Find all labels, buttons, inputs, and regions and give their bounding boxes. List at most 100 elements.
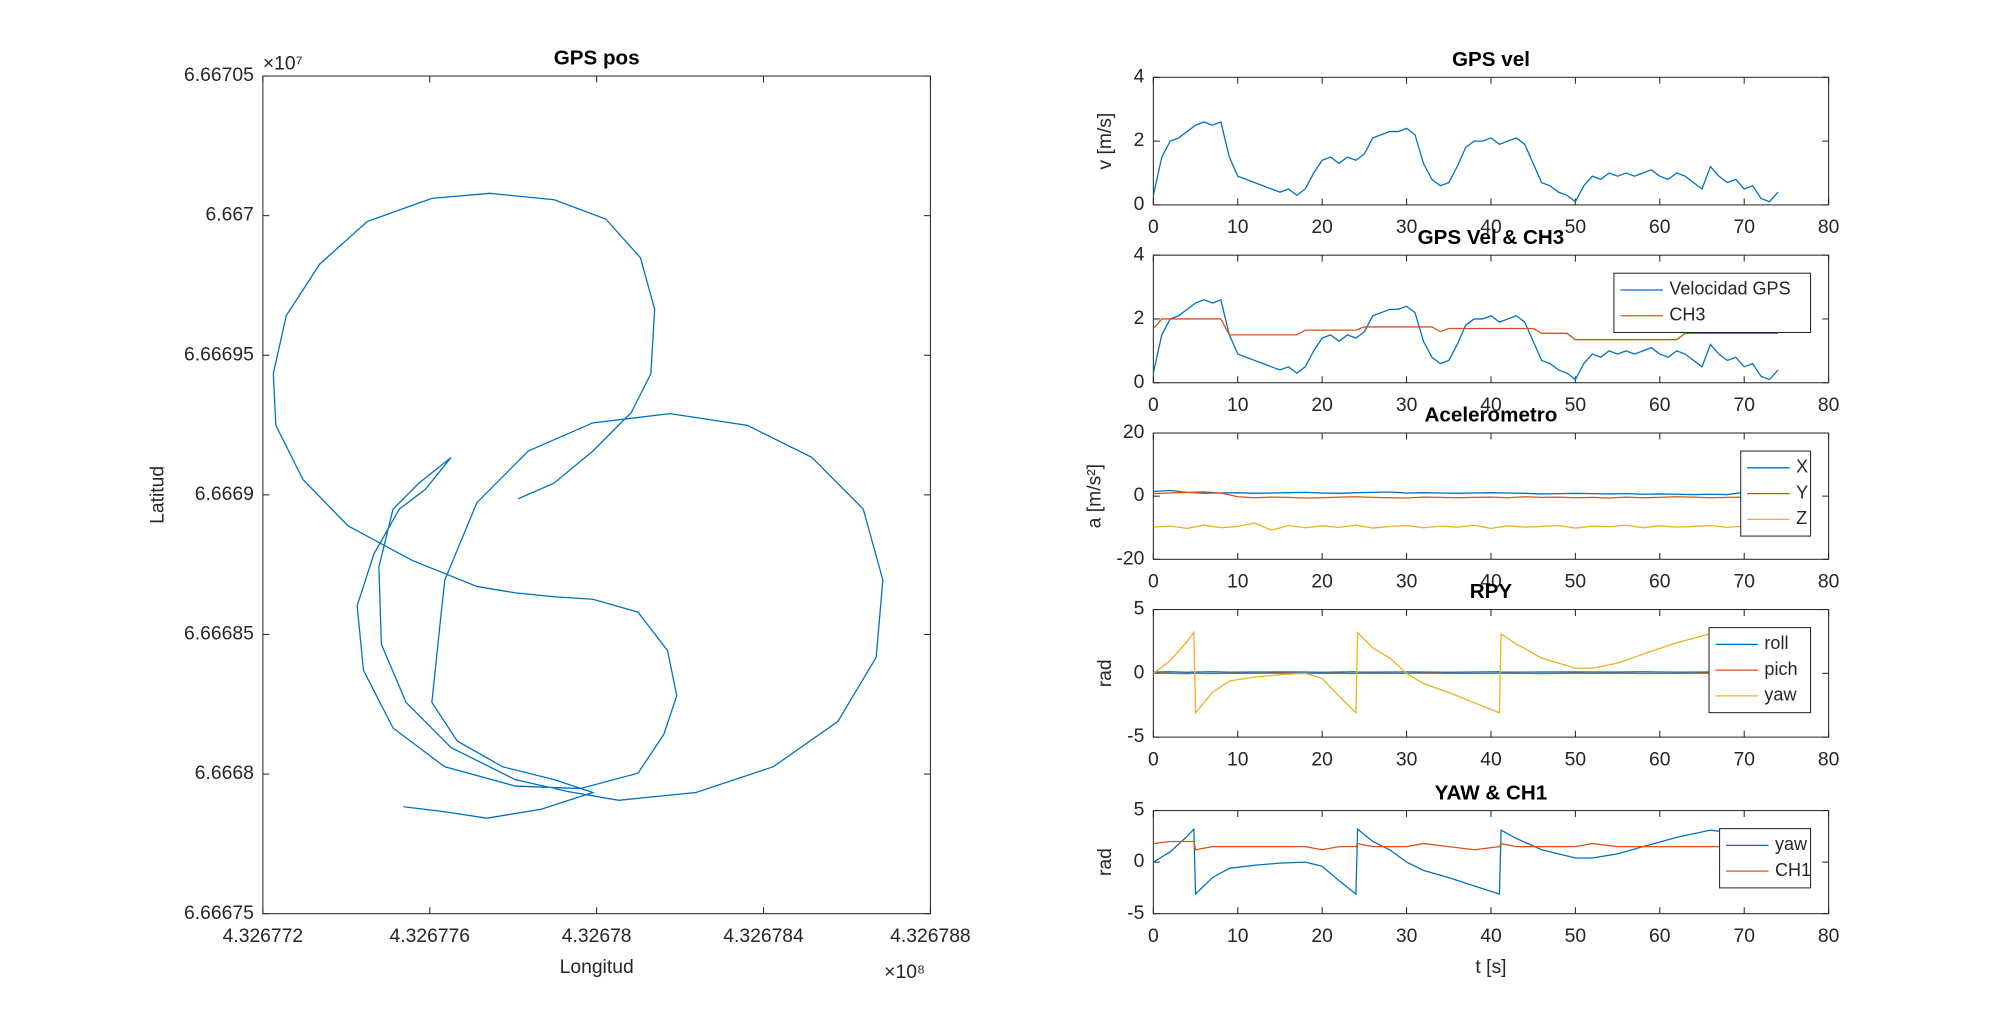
x-tick-label: 60 [1649, 217, 1670, 238]
x-tick-label: 30 [1396, 926, 1417, 947]
x-tick-label: 10 [1227, 926, 1248, 947]
axes-frame [262, 75, 931, 915]
x-tick-label: 20 [1311, 395, 1332, 416]
x-tick-label: 50 [1565, 395, 1586, 416]
chart-title: Acelerometro [1425, 404, 1558, 427]
x-tick-label: 4.32678 [562, 926, 632, 947]
x-tick-label: 30 [1396, 217, 1417, 238]
legend-label: pich [1764, 659, 1797, 679]
chart-title: RPY [1470, 580, 1513, 603]
chart-title: YAW & CH1 [1435, 781, 1548, 804]
x-tick-label: 10 [1227, 572, 1248, 593]
x-tick-label: 60 [1649, 926, 1670, 947]
x-axis-label: t [s] [1475, 957, 1506, 978]
chart-title: GPS Vel & CH3 [1418, 226, 1565, 249]
series-line [1153, 522, 1778, 531]
series-line [1153, 840, 1778, 851]
y-tick-label: 6.66685 [184, 624, 254, 645]
y-tick-label: 6.6669 [195, 484, 254, 505]
y-axis-label: rad [1095, 848, 1116, 876]
series-line [1153, 489, 1778, 496]
x-tick-label: 70 [1733, 926, 1754, 947]
x-tick-label: 70 [1733, 572, 1754, 593]
y-tick-label: 5 [1134, 800, 1145, 821]
x-tick-label: 0 [1148, 395, 1159, 416]
y-tick-label: 20 [1123, 422, 1144, 443]
chart-title: GPS pos [554, 47, 640, 70]
x-tick-label: 80 [1818, 217, 1839, 238]
y-tick-label: 0 [1134, 372, 1145, 393]
x-tick-label: 30 [1396, 395, 1417, 416]
y-tick-label: -20 [1116, 548, 1144, 569]
x-tick-label: 50 [1565, 749, 1586, 770]
series-line [1153, 318, 1778, 341]
series-line [1153, 630, 1719, 715]
x-tick-label: 70 [1733, 217, 1754, 238]
y-tick-label: 0 [1134, 194, 1145, 215]
x-tick-label: 70 [1733, 395, 1754, 416]
series-line [1153, 671, 1778, 673]
legend-label: X [1796, 457, 1808, 477]
x-tick-label: 20 [1311, 217, 1332, 238]
x-tick-label: 0 [1148, 926, 1159, 947]
x-tick-label: 80 [1818, 749, 1839, 770]
y-axis-label: a [m/s²] [1084, 464, 1105, 528]
y-tick-label: 4 [1134, 66, 1145, 87]
x-tick-label: 10 [1227, 217, 1248, 238]
x-tick-label: 4.326788 [890, 926, 971, 947]
series-line [1153, 491, 1778, 499]
y-tick-label: 0 [1134, 851, 1145, 872]
y-tick-label: -5 [1127, 726, 1144, 747]
x-tick-label: 0 [1148, 217, 1159, 238]
y-exponent: ×10⁷ [263, 54, 303, 75]
y-tick-label: 0 [1134, 662, 1145, 683]
x-exponent: ×10⁸ [884, 962, 925, 983]
x-tick-label: 4.326776 [389, 926, 470, 947]
axes-frame [1152, 76, 1830, 206]
x-tick-label: 30 [1396, 572, 1417, 593]
x-tick-label: 50 [1565, 926, 1586, 947]
legend-label: Z [1796, 508, 1807, 528]
x-tick-label: 20 [1311, 926, 1332, 947]
legend-label: roll [1764, 633, 1788, 653]
x-tick-label: 10 [1227, 749, 1248, 770]
y-tick-label: 4 [1134, 244, 1145, 265]
x-tick-label: 20 [1311, 572, 1332, 593]
legend-box [1613, 272, 1812, 333]
x-tick-label: 50 [1565, 572, 1586, 593]
x-tick-label: 4.326784 [723, 926, 804, 947]
y-tick-label: 2 [1134, 130, 1145, 151]
series-line [1153, 827, 1719, 896]
x-tick-label: 30 [1396, 749, 1417, 770]
legend-label: yaw [1764, 685, 1797, 705]
x-tick-label: 60 [1649, 572, 1670, 593]
x-tick-label: 80 [1818, 926, 1839, 947]
chart-title: GPS vel [1452, 48, 1530, 71]
x-axis-label: Longitud [560, 957, 634, 978]
y-tick-label: 6.6668 [195, 763, 254, 784]
x-tick-label: 40 [1480, 395, 1501, 416]
x-tick-label: 40 [1480, 926, 1501, 947]
y-axis-label: rad [1095, 659, 1116, 687]
series-line [1153, 121, 1779, 203]
x-tick-label: 60 [1649, 395, 1670, 416]
y-axis-label: v [m/s] [1095, 113, 1116, 170]
series-line [1153, 298, 1779, 381]
y-tick-label: 0 [1134, 485, 1145, 506]
axes-frame [1152, 432, 1830, 560]
y-tick-label: 6.667 [206, 205, 254, 226]
y-tick-label: 6.66705 [184, 65, 254, 86]
series-line [1153, 672, 1778, 675]
y-axis-label: Latitud [148, 466, 169, 524]
x-tick-label: 80 [1818, 572, 1839, 593]
x-tick-label: 50 [1565, 217, 1586, 238]
y-tick-label: 6.66675 [184, 903, 254, 924]
legend-label: CH3 [1669, 304, 1705, 324]
x-tick-label: 40 [1480, 572, 1501, 593]
y-tick-label: 5 [1134, 599, 1145, 620]
x-tick-label: 0 [1148, 572, 1159, 593]
x-tick-label: 60 [1649, 749, 1670, 770]
x-tick-label: 4.326772 [223, 926, 304, 947]
